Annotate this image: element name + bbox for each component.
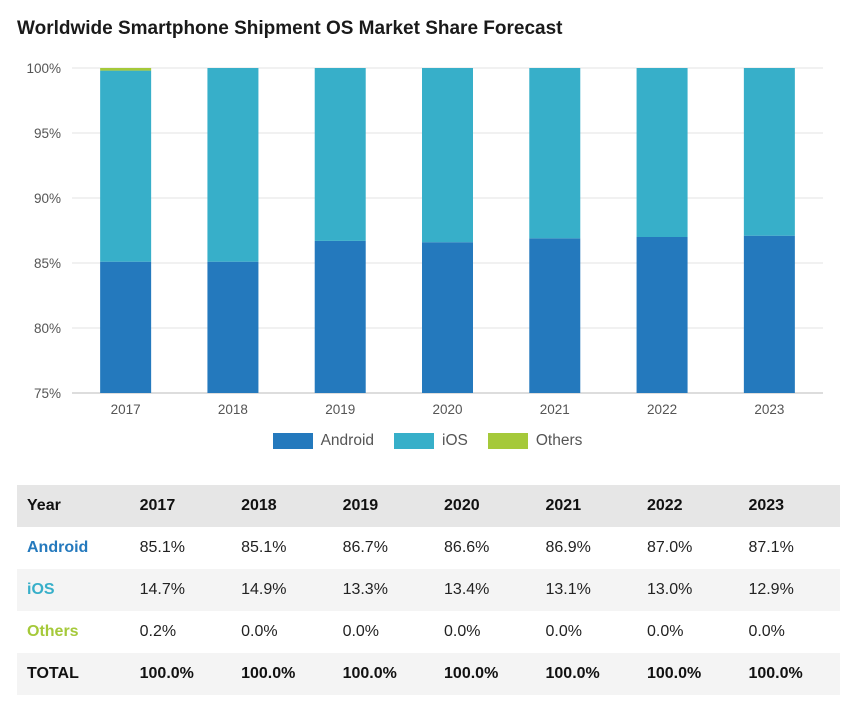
y-tick-label: 95% [34,126,61,141]
table-row-others: Others 0.2% 0.0% 0.0% 0.0% 0.0% 0.0% 0.0… [17,611,840,653]
table-cell: 13.3% [332,569,435,611]
table-row-android: Android 85.1% 85.1% 86.7% 86.6% 86.9% 87… [17,527,840,569]
table-cell: 100.0% [231,653,333,695]
row-label-others: Others [27,623,79,640]
bar-ios-2021 [529,68,581,239]
bar-android-2017 [100,261,152,393]
table-cell: 14.7% [129,569,232,611]
x-tick-label: 2017 [111,402,141,417]
legend-item-android[interactable]: Android [272,432,375,450]
header-year: Year [17,485,130,527]
y-tick-label: 80% [34,321,61,336]
y-tick-label: 90% [34,191,61,206]
legend-swatch-android [272,433,313,449]
bar-android-2022 [636,237,688,393]
table-cell: 0.0% [342,623,380,640]
bar-android-2018 [207,261,259,393]
table-cell: 100.0% [332,653,435,695]
header-2021: 2021 [535,485,637,527]
y-tick-label: 75% [34,386,61,401]
table-cell: 13.4% [434,569,536,611]
bar-ios-2017 [100,70,152,262]
table-header-row: Year 2017 2018 2019 2020 2021 2022 2023 [17,485,840,527]
table-cell: 14.9% [231,569,333,611]
chart-legend: Android iOS Others [0,432,855,450]
market-share-table: Year 2017 2018 2019 2020 2021 2022 2023 … [17,485,840,695]
table-cell: 87.1% [748,539,794,556]
chart-title: Worldwide Smartphone Shipment OS Market … [17,18,563,39]
x-tick-label: 2021 [540,402,570,417]
table-cell: 86.7% [342,539,388,556]
legend-item-ios[interactable]: iOS [394,432,468,450]
table-cell: 0.0% [545,623,582,640]
table-cell: 87.0% [646,539,693,556]
bar-android-2023 [743,235,795,393]
legend-label-ios: iOS [442,432,468,449]
table-cell: 100.0% [535,653,637,695]
table-cell: 85.1% [139,539,185,556]
table-cell: 86.6% [444,539,490,556]
table-row-ios: iOS 14.7% 14.9% 13.3% 13.4% 13.1% 13.0% … [17,569,840,611]
bar-ios-2022 [636,68,688,237]
table-row-total: TOTAL 100.0% 100.0% 100.0% 100.0% 100.0%… [17,653,840,695]
table-cell: 85.1% [241,539,287,556]
bar-others-2017 [100,68,152,71]
table-cell: 13.0% [636,569,739,611]
table-cell: 100.0% [738,653,840,695]
bar-ios-2020 [422,68,473,243]
header-2020: 2020 [434,485,536,527]
legend-label-android: Android [320,432,375,449]
bar-ios-2018 [207,68,259,262]
x-tick-label: 2023 [754,402,784,417]
legend-item-others[interactable]: Others [487,432,583,450]
bar-android-2019 [314,240,366,393]
header-2023: 2023 [738,485,840,527]
x-tick-label: 2022 [647,402,677,417]
table-cell: 100.0% [129,653,232,695]
stacked-bar-chart: 75% 80% 85% 90% 95% 100% 2017 2018 2019 2020 2021 2… [26,61,823,417]
table-cell: 0.0% [748,623,785,640]
x-tick-label: 2019 [325,402,355,417]
table-cell: 0.0% [241,623,278,640]
row-label-total: TOTAL [17,653,130,695]
table-cell: 100.0% [434,653,536,695]
table-cell: 0.0% [444,623,481,640]
bar-android-2020 [422,242,473,393]
bar-android-2021 [529,238,581,393]
table-cell: 13.1% [535,569,637,611]
table-cell: 100.0% [636,653,739,695]
bar-ios-2023 [743,68,795,236]
y-tick-label: 85% [34,256,61,271]
row-label-android: Android [27,539,89,556]
header-2019: 2019 [332,485,435,527]
bar-ios-2019 [314,68,366,241]
table-cell: 0.0% [646,623,684,640]
x-tick-label: 2018 [218,402,248,417]
table-cell: 86.9% [545,539,591,556]
table-cell: 12.9% [738,569,840,611]
legend-label-others: Others [535,432,583,449]
row-label-ios: iOS [17,569,130,611]
table-cell: 0.2% [139,623,177,640]
header-2017: 2017 [129,485,232,527]
x-tick-label: 2020 [432,402,462,417]
header-2022: 2022 [636,485,739,527]
legend-swatch-ios [394,433,435,449]
y-tick-label: 100% [26,61,61,76]
legend-swatch-others [487,433,528,449]
header-2018: 2018 [231,485,333,527]
